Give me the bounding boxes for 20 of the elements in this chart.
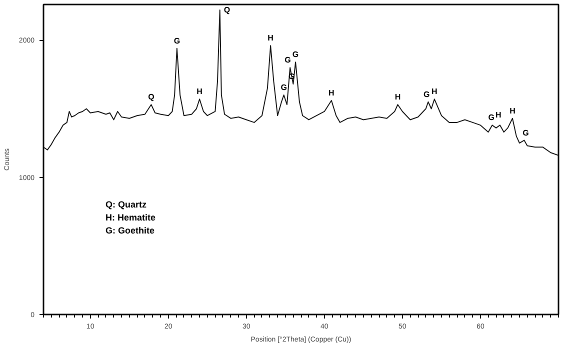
annotation: Q [224,5,230,14]
annotation: G [522,128,529,138]
annotation: H [394,92,401,102]
annotation: Q: Quartz [106,200,147,210]
annotation: H [496,110,502,120]
annotation: G [424,90,430,99]
annotation: G: Goethite [106,226,154,236]
annotation: H [432,87,438,96]
annotation: H [196,87,203,96]
annotation: G [288,72,295,82]
annotation: H: Hematite [106,212,156,222]
annotation: H [510,106,516,116]
annotation: H [268,34,274,43]
annotation: G [284,56,291,65]
annotation: Q [148,92,154,102]
annotation: G [174,36,180,46]
annotation: H [328,88,335,98]
annotation: G [292,50,299,60]
annotation: G [488,113,495,122]
annotation: G [280,83,287,92]
